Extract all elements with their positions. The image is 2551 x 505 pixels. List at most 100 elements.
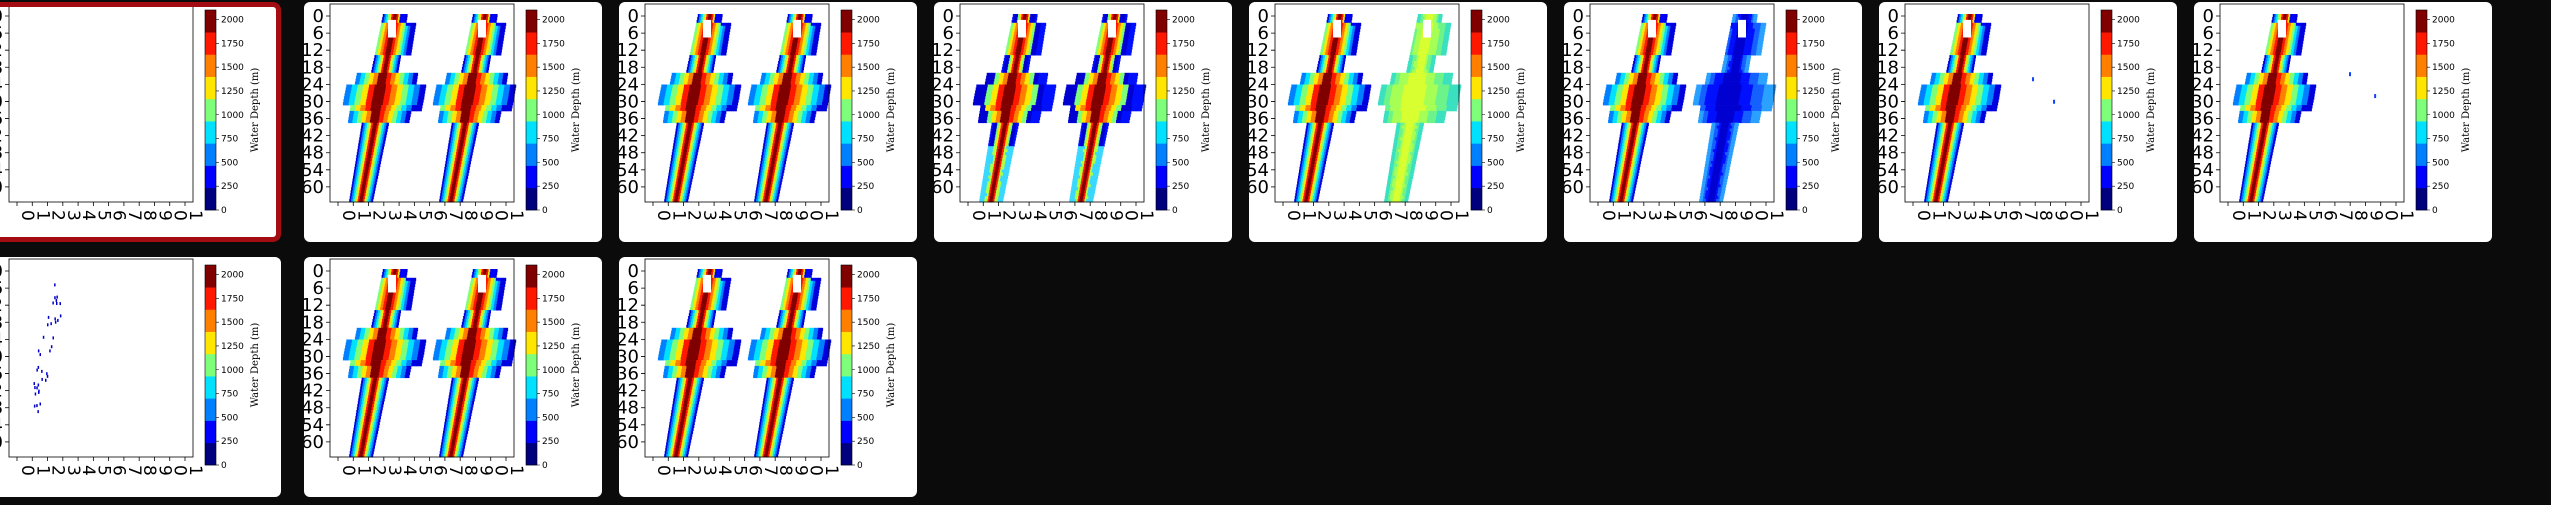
- x-tick-label: 6: [430, 210, 450, 221]
- x-tick-label: 2: [999, 210, 1019, 221]
- depth-map-plot: 0612182430364248546001234567890102505007…: [0, 6, 261, 221]
- y-tick-label: 0: [1258, 6, 1269, 27]
- x-tick-label: 3: [1644, 210, 1664, 221]
- y-tick-label: 6: [628, 278, 639, 299]
- x-tick-label: 7: [1705, 210, 1725, 221]
- thumbnail-card-9[interactable]: 0612182430364248546001234567890102505007…: [0, 257, 281, 497]
- colorbar-tick-label: 1250: [1487, 87, 1510, 97]
- y-tick-label: 12: [1879, 40, 1899, 61]
- y-tick-label: 60: [304, 177, 324, 198]
- x-tick-label: 1: [1928, 210, 1948, 221]
- y-tick-label: 12: [1249, 40, 1269, 61]
- colorbar-label: Water Depth (m): [571, 68, 582, 153]
- x-tick-label: 6: [109, 210, 129, 221]
- x-tick-label: 1: [185, 465, 205, 476]
- thumbnail-card-4[interactable]: 0 6 12 18 24 30 36 42 48 54 60 0 1 2 3 4 5 6 7 8 9 0 1 0 250 500 7…: [934, 2, 1232, 242]
- x-tick-label: 2: [1629, 210, 1649, 221]
- x-tick-label: 3: [384, 465, 404, 476]
- thumbnail-card-3[interactable]: 0 6 12 18 24 30 36 42 48 54 60 0 1 2 3 4 5 6 7 8 9 0 1 0 250 500 7…: [619, 2, 917, 242]
- y-tick-label: 54: [619, 415, 639, 436]
- colorbar-tick-label: 2000: [542, 271, 565, 281]
- x-tick-label: 8: [1090, 210, 1110, 221]
- y-tick-label: 48: [619, 143, 639, 164]
- x-tick-label: 7: [445, 210, 465, 221]
- colorbar: 0 250 500 750 1000 1250 1500 1750 2000 Water Dept…: [840, 264, 897, 471]
- thumbnail-card-6[interactable]: 0 6 12 18 24 30 36 42 48 54 60 0 1 2 3 4 5 6 7 8 9 0 1 0 250 500 7…: [1564, 2, 1862, 242]
- colorbar-tick-label: 250: [542, 182, 559, 192]
- thumbnail-card-1[interactable]: 0612182430364248546001234567890102505007…: [0, 2, 281, 242]
- thumbnail-card-10[interactable]: 0 6 12 18 24 30 36 42 48 54 60 0 1 2 3 4 5 6 7 8 9 0 1 0 250 500 7…: [304, 257, 602, 497]
- y-tick-label: 60: [619, 432, 639, 453]
- x-tick-label: 2: [48, 465, 68, 476]
- colorbar-tick-label: 1500: [2432, 63, 2455, 73]
- x-tick-label: 9: [2365, 210, 2385, 221]
- y-tick-label: 18: [1249, 57, 1269, 78]
- colorbar-tick-label: 1250: [857, 87, 880, 97]
- colorbar-tick-label: 2000: [2117, 16, 2140, 26]
- y-tick-label: 18: [619, 57, 639, 78]
- y-tick-label: 18: [1564, 57, 1584, 78]
- colorbar-tick-label: 0: [857, 461, 863, 471]
- colorbar-tick-label: 500: [1802, 158, 1819, 168]
- y-tick-label: 42: [304, 381, 324, 402]
- x-tick-label: 2: [369, 465, 389, 476]
- x-tick-label: 0: [17, 465, 37, 476]
- x-tick-label: 6: [745, 465, 765, 476]
- colorbar-tick-label: 1000: [1172, 111, 1195, 121]
- y-tick-label: 12: [1564, 40, 1584, 61]
- x-tick-label: 9: [475, 210, 495, 221]
- x-tick-label: 7: [1075, 210, 1095, 221]
- x-tick-label: 6: [745, 210, 765, 221]
- y-tick-label: 24: [304, 74, 324, 95]
- x-tick-label: 1: [353, 210, 373, 221]
- y-tick-label: 42: [1249, 126, 1269, 147]
- x-tick-label: 8: [2350, 210, 2370, 221]
- x-tick-label: 4: [714, 465, 734, 476]
- x-tick-label: 0: [17, 210, 37, 221]
- y-tick-label: 54: [0, 415, 3, 436]
- colorbar-tick-label: 1250: [1802, 87, 1825, 97]
- x-tick-label: 1: [2396, 210, 2416, 221]
- colorbar: 0 250 500 750 1000 1250 1500 1750 2000 Water Dept…: [840, 9, 897, 216]
- y-tick-label: 0: [0, 6, 3, 27]
- colorbar-tick-label: 750: [1172, 135, 1189, 145]
- thumbnail-card-7[interactable]: 0 6 12 18 24 30 36 42 48 54 60 0 1 2 3 4 5 6 7 8 9 0 1 0 250 500 7…: [1879, 2, 2177, 242]
- y-tick-label: 24: [0, 74, 3, 95]
- x-tick-label: 5: [1044, 210, 1064, 221]
- colorbar-tick-label: 1750: [2117, 39, 2140, 49]
- y-tick-label: 54: [1249, 160, 1269, 181]
- colorbar-tick-label: 2000: [1172, 16, 1195, 26]
- y-tick-label: 48: [304, 398, 324, 419]
- y-tick-label: 42: [0, 381, 3, 402]
- y-tick-label: 30: [304, 346, 324, 367]
- thumbnail-card-11[interactable]: 0 6 12 18 24 30 36 42 48 54 60 0 1 2 3 4 5 6 7 8 9 0 1 0 250 500 7…: [619, 257, 917, 497]
- x-tick-label: 9: [154, 465, 174, 476]
- x-tick-label: 3: [1014, 210, 1034, 221]
- thumbnail-card-8[interactable]: 0 6 12 18 24 30 36 42 48 54 60 0 1 2 3 4 5 6 7 8 9 0 1 0 250 500 7…: [2194, 2, 2492, 242]
- y-tick-label: 0: [943, 6, 954, 27]
- y-tick-label: 6: [0, 278, 3, 299]
- colorbar-tick-label: 250: [1172, 182, 1189, 192]
- colorbar-tick-label: 1000: [857, 111, 880, 121]
- x-tick-label: 3: [384, 210, 404, 221]
- thumbnail-card-5[interactable]: 0 6 12 18 24 30 36 42 48 54 60 0 1 2 3 4 5 6 7 8 9 0 1 0 250 500 7…: [1249, 2, 1547, 242]
- colorbar-tick-label: 0: [2117, 206, 2123, 216]
- colorbar-tick-label: 250: [1802, 182, 1819, 192]
- x-tick-label: 0: [806, 210, 826, 221]
- colorbar-tick-label: 250: [2432, 182, 2449, 192]
- colorbar-tick-label: 1000: [857, 366, 880, 376]
- y-tick-label: 12: [619, 40, 639, 61]
- y-tick-label: 48: [619, 398, 639, 419]
- x-tick-label: 1: [185, 210, 205, 221]
- thumbnail-card-2[interactable]: 0 6 12 18 24 30 36 42 48 54 60 0 1 2 3 4 5 6 7 8 9 0 1 0 250 500 7…: [304, 2, 602, 242]
- colorbar-label: Water Depth (m): [1516, 68, 1527, 153]
- y-tick-label: 24: [2194, 74, 2214, 95]
- colorbar: 0 250 500 750 1000 1250 1500 1750 2000 Water Dept…: [525, 264, 582, 471]
- y-tick-label: 18: [304, 312, 324, 333]
- y-tick-label: 30: [1879, 91, 1899, 112]
- colorbar-tick-label: 1250: [221, 342, 244, 352]
- colorbar-label: Water Depth (m): [250, 68, 261, 153]
- x-tick-label: 6: [2320, 210, 2340, 221]
- x-tick-label: 4: [1974, 210, 1994, 221]
